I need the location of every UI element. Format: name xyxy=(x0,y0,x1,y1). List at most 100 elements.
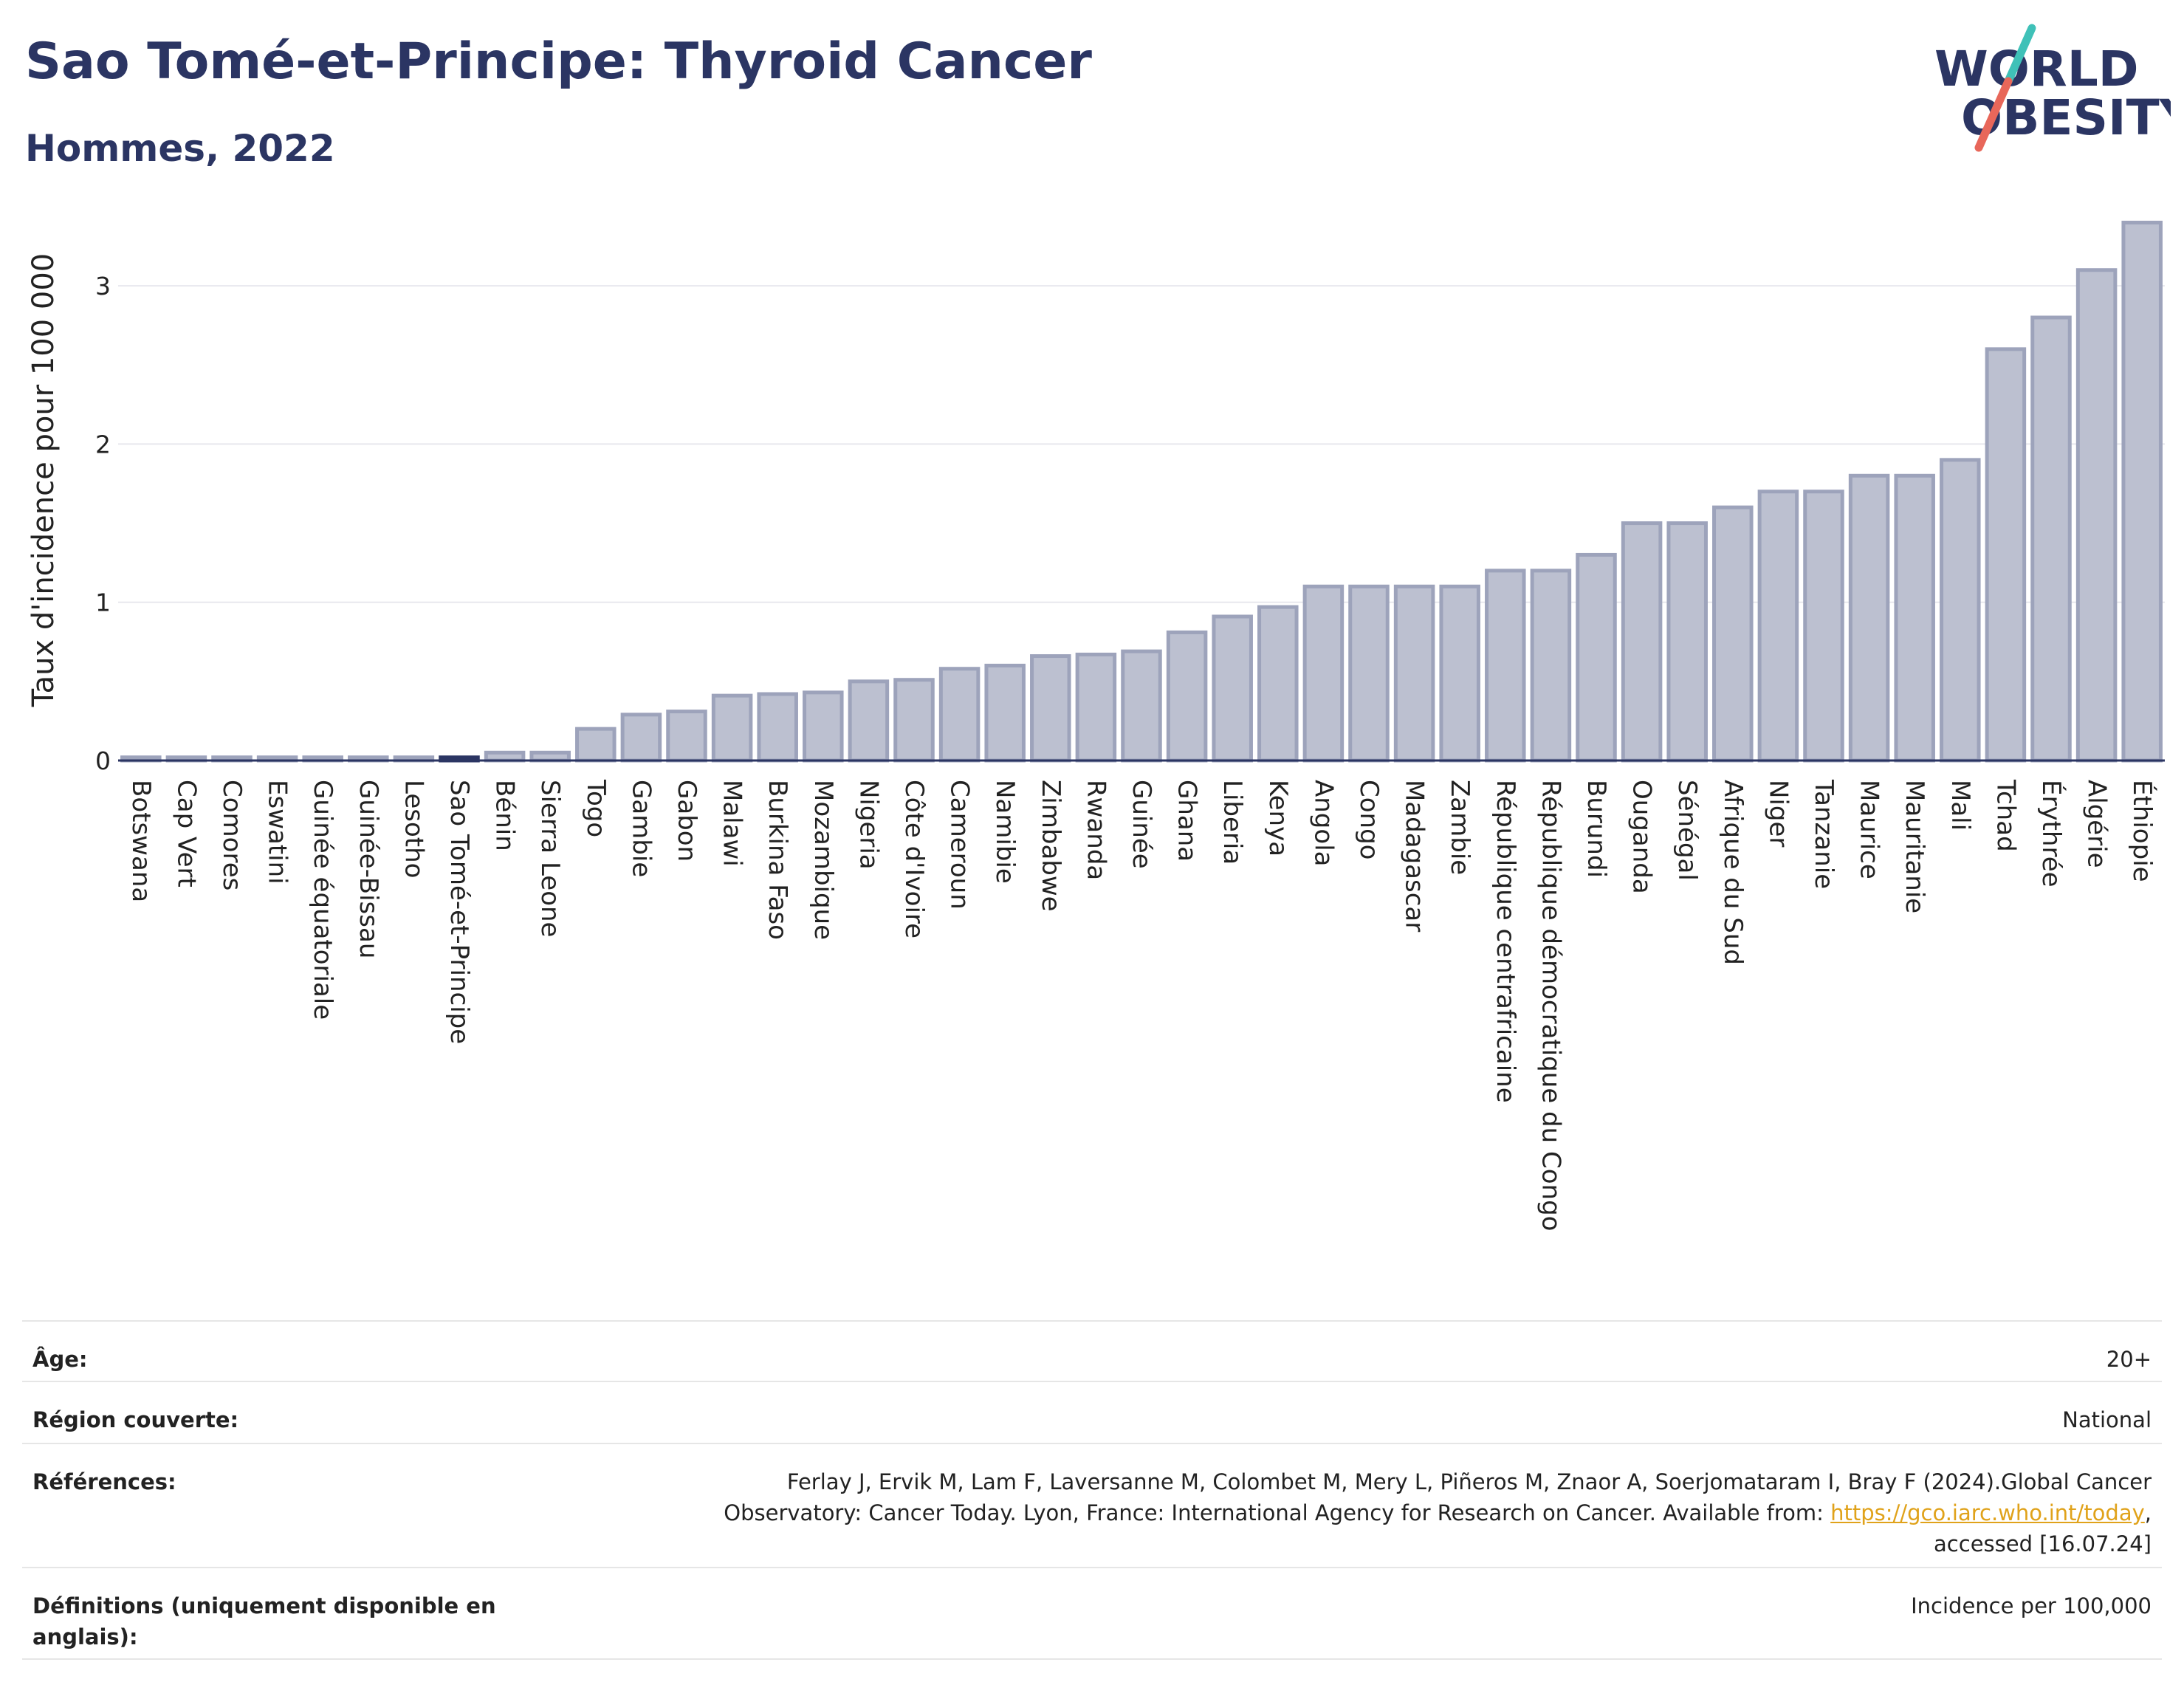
bar--rythr-e xyxy=(2030,315,2072,763)
bar-congo xyxy=(1348,584,1390,763)
x-tick-label: Ouganda xyxy=(1627,780,1657,894)
region-label: Région couverte: xyxy=(32,1407,239,1432)
x-tick-label: Togo xyxy=(581,779,611,837)
bar-gambie xyxy=(620,713,662,763)
y-tick-label: 3 xyxy=(95,272,111,301)
bar-burkina-faso xyxy=(757,692,798,763)
references-label: Références: xyxy=(32,1469,176,1494)
x-tick-label: République centrafricaine xyxy=(1491,780,1520,1103)
bar-malawi xyxy=(711,693,753,763)
x-axis-tick-labels: Botswana Cap Vert Comores Eswatini Guinée éq… xyxy=(126,779,2157,1231)
x-tick-label: Sao Tomé-et-Principe xyxy=(444,780,474,1044)
bar-afrique-du-sud xyxy=(1712,505,1754,763)
bar-mozambique xyxy=(803,690,844,763)
age-value: 20+ xyxy=(2106,1347,2152,1372)
bar-liberia xyxy=(1212,614,1253,763)
x-tick-label: Maurice xyxy=(1855,780,1884,879)
x-tick-label: Mali xyxy=(1946,780,1975,831)
x-tick-label: Madagascar xyxy=(1400,780,1429,932)
references-line-1: Ferlay J, Ervik M, Lam F, Laversanne M, … xyxy=(786,1469,2152,1494)
x-tick-label: Botswana xyxy=(126,780,156,902)
x-tick-label: Tchad xyxy=(1991,779,2020,852)
x-tick-label: Cap Vert xyxy=(171,780,201,888)
bar-kenya xyxy=(1257,605,1299,763)
x-tick-label: Sénégal xyxy=(1672,780,1702,881)
x-tick-label: Éthiopie xyxy=(2127,780,2157,882)
bar-nigeria xyxy=(848,679,890,763)
x-tick-label: Bénin xyxy=(490,780,520,851)
references-line-2-text: Observatory: Cancer Today. Lyon, France:… xyxy=(724,1500,1831,1525)
x-tick-label: Côte d'Ivoire xyxy=(899,780,929,938)
bar-chart: 0 1 2 3 Botswana Cap Vert Comores Eswatini Guin… xyxy=(27,220,2165,1231)
y-tick-label: 1 xyxy=(95,588,111,617)
x-tick-label: Liberia xyxy=(1218,780,1247,865)
x-tick-label: Gambie xyxy=(626,780,656,877)
definitions-value: Incidence per 100,000 xyxy=(1911,1593,2152,1618)
chart-subtitle: Hommes, 2022 xyxy=(25,127,335,170)
x-tick-label: Zambie xyxy=(1445,780,1474,875)
x-tick-label: Guinée équatoriale xyxy=(308,780,337,1020)
bar-r-publique-d-mocratique-du-congo xyxy=(1530,569,1572,763)
bar-s-n-gal xyxy=(1666,521,1708,763)
bar-zambie xyxy=(1439,584,1480,763)
bar-ghana xyxy=(1166,630,1208,763)
definitions-label: Définitions (uniquement disponible en an… xyxy=(32,1593,496,1649)
logo-slash-teal xyxy=(2004,24,2036,86)
x-tick-label: Angola xyxy=(1308,780,1338,866)
x-tick-label: Ghana xyxy=(1172,780,1202,862)
x-tick-label: Guinée-Bissau xyxy=(354,780,383,958)
x-tick-label: Mozambique xyxy=(808,780,838,940)
bar-c-te-d-ivoire xyxy=(893,678,935,763)
bar-guin-e xyxy=(1121,649,1162,763)
x-tick-label: Lesotho xyxy=(399,780,428,878)
world-obesity-logo: WORLD OBESITY xyxy=(1934,24,2171,152)
x-tick-label: Guinée xyxy=(1127,780,1156,869)
region-value: National xyxy=(2062,1407,2152,1432)
x-tick-label: Gabon xyxy=(672,780,701,862)
references-link[interactable]: https://gco.iarc.who.int/today xyxy=(1830,1500,2145,1525)
references-line-2: Observatory: Cancer Today. Lyon, France:… xyxy=(724,1497,2152,1528)
x-tick-label: Burundi xyxy=(1582,780,1611,878)
bar-b-nin xyxy=(484,750,526,763)
y-axis-ticks: 0 1 2 3 xyxy=(95,272,111,775)
bar-ouganda xyxy=(1621,521,1663,763)
bar-angola xyxy=(1302,584,1345,763)
info-table: Âge: 20+ Région couverte: National Référ… xyxy=(22,1320,2162,1660)
age-label: Âge: xyxy=(32,1347,88,1372)
info-row-age: Âge: 20+ xyxy=(22,1320,2162,1381)
references-line-2-end: , xyxy=(2144,1500,2152,1525)
bar-rwanda xyxy=(1075,652,1117,763)
x-tick-label: Burkina Faso xyxy=(763,780,792,940)
bar-gabon xyxy=(666,710,707,763)
x-tick-label: Kenya xyxy=(1263,780,1293,856)
x-tick-label: Namibie xyxy=(990,780,1020,884)
bar-zimbabwe xyxy=(1030,654,1071,763)
y-tick-label: 2 xyxy=(95,430,111,459)
logo-slash-red xyxy=(1974,77,2013,152)
references-value: Ferlay J, Ervik M, Lam F, Laversanne M, … xyxy=(724,1466,2152,1559)
bar-alg-rie xyxy=(2075,268,2118,763)
x-tick-label: Niger xyxy=(1763,780,1793,847)
bar-r-publique-centrafricaine xyxy=(1485,569,1526,763)
bar-cameroun xyxy=(938,667,981,763)
info-row-definitions: Définitions (uniquement disponible en an… xyxy=(22,1567,2162,1660)
x-tick-label: Cameroun xyxy=(945,780,975,910)
logo-word-world: WORLD xyxy=(1934,41,2139,97)
x-tick-label: Tanzanie xyxy=(1809,779,1838,889)
bar-togo xyxy=(575,727,617,763)
x-tick-label: Congo xyxy=(1354,780,1384,859)
info-row-references: Références: Ferlay J, Ervik M, Lam F, La… xyxy=(22,1443,2162,1567)
x-tick-label: Comores xyxy=(217,780,247,890)
bar-namibie xyxy=(984,663,1026,763)
x-tick-label: Zimbabwe xyxy=(1036,780,1065,912)
x-tick-label: République démocratique du Congo xyxy=(1536,780,1565,1231)
info-row-region: Région couverte: National xyxy=(22,1381,2162,1443)
bar-mali xyxy=(1940,458,1981,763)
bar-mauritanie xyxy=(1894,473,1935,763)
x-tick-label: Algérie xyxy=(2082,780,2112,868)
x-tick-label: Sierra Leone xyxy=(535,780,565,937)
references-line-3: accessed [16.07.24] xyxy=(1934,1531,2152,1556)
x-tick-label: Afrique du Sud xyxy=(1718,780,1748,965)
bar--thiopie xyxy=(2121,220,2163,763)
bar-niger xyxy=(1757,490,1799,763)
